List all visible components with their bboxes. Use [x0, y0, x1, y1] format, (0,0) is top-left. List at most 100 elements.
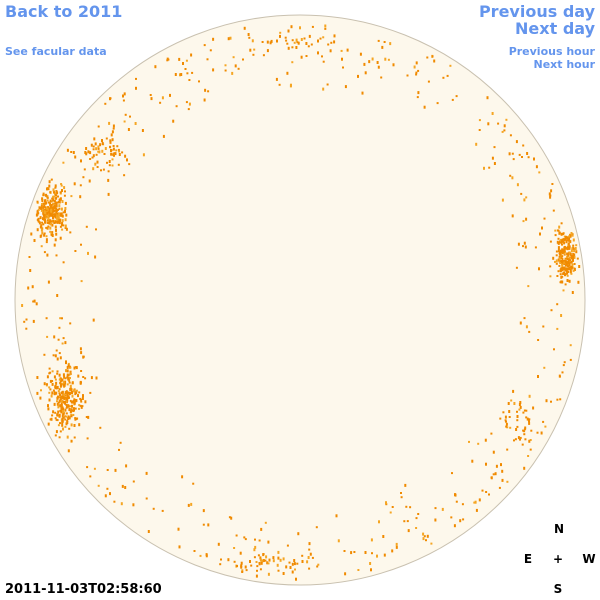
facula-speck [50, 204, 53, 206]
facula-speck [89, 151, 92, 155]
facula-speck [561, 280, 564, 284]
facula-speck [512, 389, 515, 393]
facula-speck [561, 266, 564, 270]
facula-speck [48, 212, 51, 215]
facula-speck [253, 548, 256, 552]
facula-speck [251, 39, 254, 43]
facula-speck [308, 34, 311, 38]
facula-speck [566, 247, 568, 250]
facula-speck [284, 36, 287, 39]
facula-speck [58, 204, 61, 208]
facula-speck [556, 303, 559, 306]
facula-speck [295, 38, 298, 42]
facula-speck [260, 527, 263, 531]
facula-speck [527, 455, 530, 457]
facula-speck [66, 398, 69, 402]
facula-speck [335, 514, 338, 518]
facula-speck [426, 534, 429, 538]
facula-speck [77, 394, 79, 398]
facula-speck [53, 190, 55, 194]
facula-speck [54, 184, 57, 188]
facula-speck [66, 396, 69, 400]
facula-speck [236, 565, 238, 567]
facula-speck [286, 71, 289, 75]
facula-speck [43, 382, 46, 386]
facula-speck [105, 137, 108, 140]
facula-speck [108, 160, 111, 163]
facula-speck [33, 239, 36, 242]
facula-speck [64, 201, 67, 205]
facula-speck [85, 147, 88, 150]
facula-speck [55, 381, 58, 385]
facula-speck [525, 416, 528, 419]
facula-speck [430, 542, 433, 545]
facula-speck [61, 414, 64, 418]
facula-speck [260, 561, 263, 565]
facula-speck [234, 64, 237, 68]
facula-speck [60, 184, 63, 187]
previous-hour-link[interactable]: Previous hour [508, 45, 595, 58]
facula-speck [244, 538, 247, 541]
facula-speck [60, 223, 63, 227]
facula-speck [513, 439, 515, 442]
facula-speck [95, 147, 98, 151]
facula-speck [515, 266, 518, 269]
next-day-link[interactable]: Next day [515, 19, 595, 38]
facula-speck [516, 419, 519, 422]
facula-speck [59, 225, 62, 228]
facula-speck [488, 493, 490, 496]
facula-speck [40, 209, 43, 212]
facula-speck [190, 502, 193, 506]
facula-speck [253, 48, 256, 51]
facula-speck [104, 494, 107, 498]
facula-speck [59, 394, 61, 396]
facula-speck [69, 387, 72, 391]
facula-speck [307, 556, 310, 559]
facula-speck [501, 469, 504, 473]
facula-speck [111, 138, 114, 142]
facula-speck [79, 380, 82, 384]
next-hour-link[interactable]: Next hour [533, 58, 596, 71]
facula-speck [562, 259, 565, 263]
facula-speck [552, 209, 555, 212]
facula-speck [73, 424, 76, 427]
facula-speck [560, 222, 563, 225]
facula-speck [52, 389, 55, 392]
facula-speck [561, 249, 564, 252]
facula-speck [559, 261, 562, 264]
facula-speck [523, 198, 526, 202]
facula-speck [255, 574, 258, 578]
facula-speck [47, 222, 50, 224]
facula-speck [549, 195, 552, 199]
facula-speck [555, 254, 558, 257]
facula-speck [65, 227, 68, 231]
facula-speck [555, 250, 558, 253]
facula-speck [100, 169, 102, 172]
facula-speck [53, 243, 56, 247]
facula-speck [107, 170, 110, 173]
previous-day-link[interactable]: Previous day [478, 2, 595, 21]
facula-speck [369, 562, 372, 565]
facula-speck [89, 391, 92, 394]
facula-speck [262, 559, 265, 562]
facula-speck [64, 224, 67, 228]
facula-speck [36, 200, 39, 203]
facula-speck [559, 268, 562, 272]
facula-speck [562, 364, 565, 367]
facula-speck [51, 223, 54, 227]
compass-north: N [553, 522, 565, 536]
facula-speck [90, 376, 93, 380]
facula-speck [178, 545, 181, 549]
facula-speck [255, 561, 258, 563]
facular-link[interactable]: See facular data [5, 45, 107, 58]
back-link[interactable]: Back to 2011 [5, 2, 123, 21]
facula-speck [50, 394, 53, 398]
facula-speck [36, 228, 39, 232]
facula-speck [60, 395, 63, 398]
facula-speck [58, 399, 61, 403]
facula-speck [266, 561, 269, 565]
facula-speck [169, 93, 171, 97]
facula-speck [556, 240, 559, 244]
timestamp: 2011-11-03T02:58:60 [5, 582, 162, 597]
facula-speck [569, 270, 572, 274]
